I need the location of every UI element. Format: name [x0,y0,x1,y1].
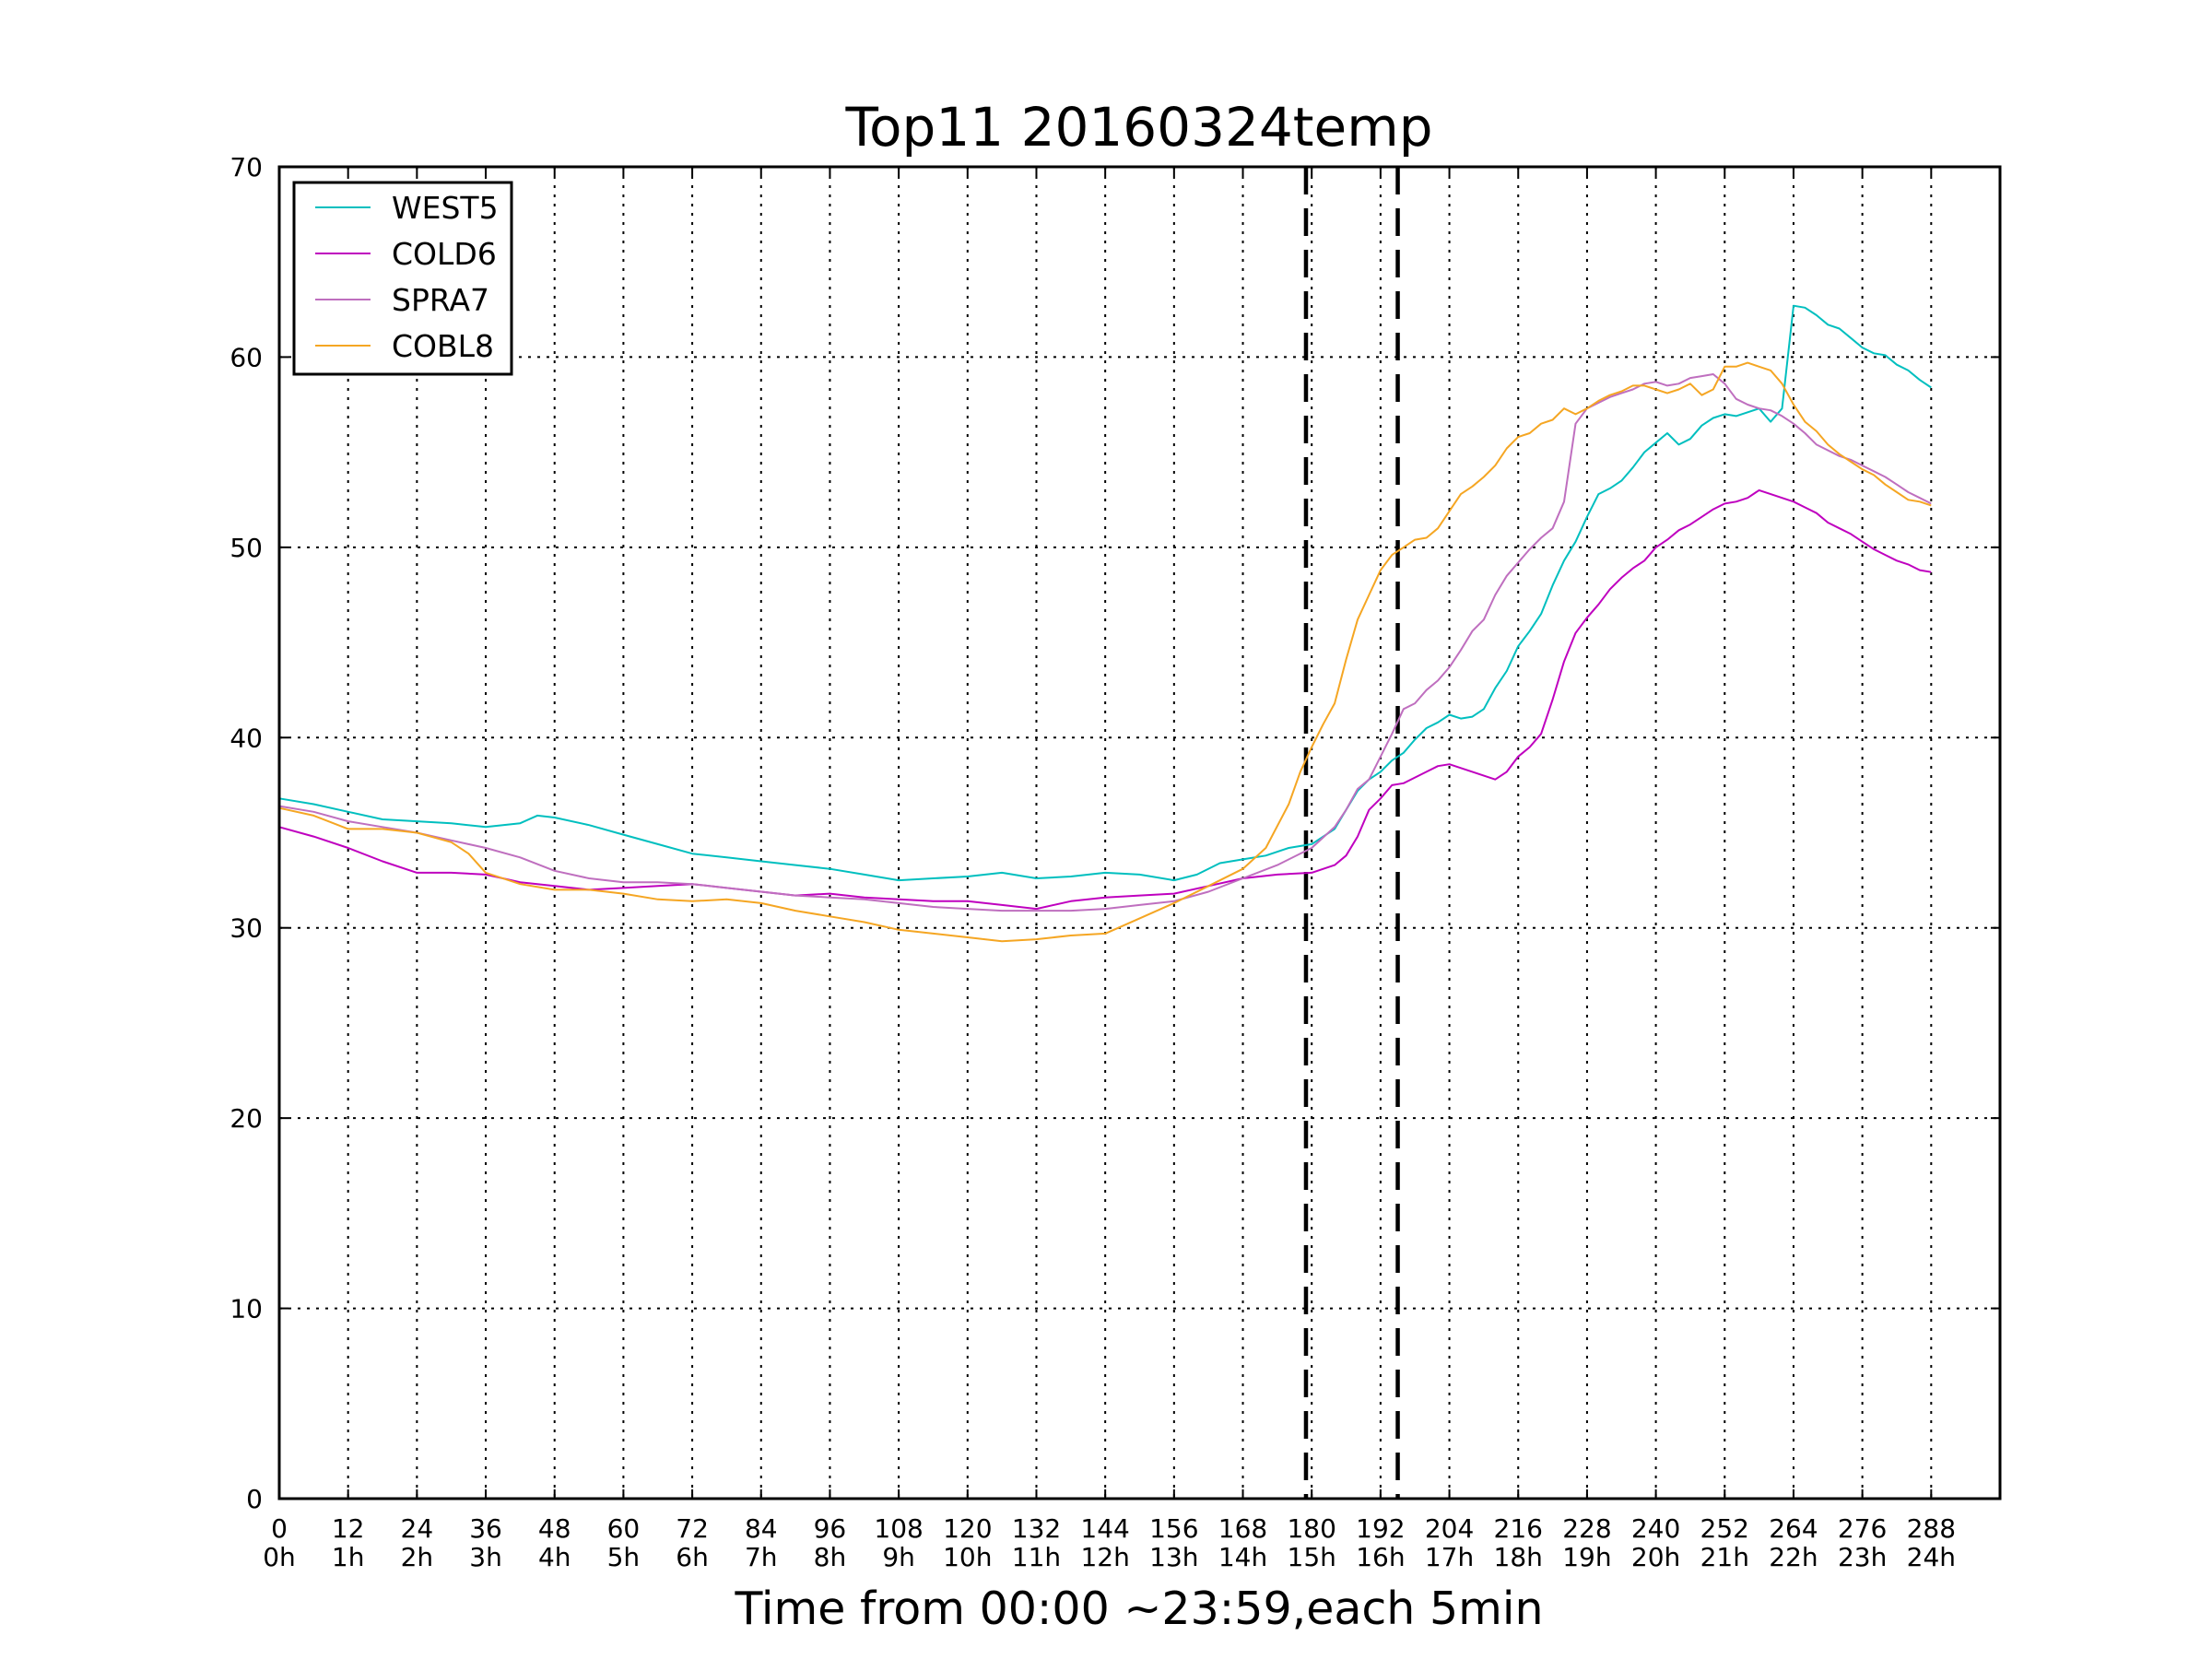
x-tick-label: 168 [1218,1513,1267,1544]
series-line-spra7 [278,373,1932,912]
x-tick-label: 108 [874,1513,923,1544]
x-tick-label-hour: 23h [1838,1542,1887,1572]
x-tick-label-hour: 0h [263,1542,296,1572]
x-tick-label: 24 [401,1513,434,1544]
x-tick-label-hour: 5h [607,1542,641,1572]
x-tick-label: 36 [469,1513,502,1544]
y-tick-label: 50 [229,533,263,563]
x-tick-label: 180 [1287,1513,1335,1544]
x-axis-label: Time from 00:00 ~23:59,each 5min [734,1583,1543,1635]
legend-box [292,181,513,376]
x-tick-label: 84 [745,1513,778,1544]
x-tick-label-hour: 18h [1494,1542,1543,1572]
x-tick-label-hour: 15h [1288,1542,1336,1572]
y-tick-label: 70 [229,152,263,182]
x-tick-label: 144 [1080,1513,1129,1544]
x-tick-label: 0 [271,1513,288,1544]
series-lines [278,304,1932,943]
x-tick-label: 204 [1425,1513,1474,1544]
x-tick-label-hour: 13h [1149,1542,1198,1572]
x-tick-label: 216 [1494,1513,1543,1544]
x-tick-label: 228 [1562,1513,1611,1544]
x-tick-label: 12 [332,1513,365,1544]
x-tick-label-hour: 10h [943,1542,992,1572]
legend-label: COLD6 [392,236,497,272]
legend: WEST5 COLD6 SPRA7 COBL8 [292,181,513,376]
x-tick-label-hour: 9h [882,1542,915,1572]
x-tick-label-hour: 11h [1012,1542,1061,1572]
x-tick-label-hour: 4h [538,1542,571,1572]
grid [279,167,2000,1499]
chart-title: Top11 20160324temp [844,96,1432,159]
x-tick-label: 48 [538,1513,571,1544]
x-tick-label-hour: 7h [745,1542,778,1572]
x-tick-label-hour: 24h [1907,1542,1956,1572]
y-tick-label: 0 [246,1484,263,1514]
x-tick-label-hour: 2h [401,1542,434,1572]
series-line-west5 [278,304,1932,882]
x-tick-label: 288 [1907,1513,1956,1544]
x-tick-label: 252 [1700,1513,1749,1544]
plot-frame [277,165,2002,1500]
x-tick-label-hour: 12h [1080,1542,1129,1572]
x-tick-label: 72 [676,1513,709,1544]
x-tick-label: 276 [1838,1513,1887,1544]
x-tick-label-hour: 22h [1769,1542,1818,1572]
x-tick-label: 120 [943,1513,992,1544]
x-tick-label-hour: 1h [332,1542,365,1572]
x-tick-label-hour: 3h [469,1542,502,1572]
y-tick-label: 40 [229,723,263,753]
x-tick-label-hour: 19h [1562,1542,1611,1572]
y-tick-label: 30 [229,913,263,944]
x-tick-label-hour: 14h [1218,1542,1267,1572]
x-tick-label: 240 [1631,1513,1680,1544]
x-tick-label-hour: 8h [814,1542,847,1572]
x-tick-label-hour: 20h [1631,1542,1680,1572]
vertical-markers [1303,167,1400,1499]
y-tick-label: 20 [229,1103,263,1134]
x-tick-label-hour: 17h [1425,1542,1474,1572]
x-tick-label-hour: 16h [1356,1542,1405,1572]
legend-label: WEST5 [392,190,499,226]
legend-label: COBL8 [392,328,494,364]
x-tick-label-hour: 6h [676,1542,709,1572]
y-tick-label: 10 [229,1294,263,1324]
x-tick-label: 132 [1012,1513,1061,1544]
x-tick-label: 192 [1356,1513,1405,1544]
series-line-cobl8 [278,361,1932,943]
y-tick-label: 60 [229,342,263,372]
x-tick-label: 96 [814,1513,847,1544]
x-tick-label: 264 [1769,1513,1818,1544]
x-tick-label: 156 [1149,1513,1198,1544]
series-line-cold6 [278,488,1932,911]
x-tick-label-hour: 21h [1700,1542,1749,1572]
x-tick-label: 60 [607,1513,641,1544]
legend-label: SPRA7 [392,282,489,318]
axis-ticks: 00h121h242h363h484h605h726h847h968h1089h… [229,152,2000,1572]
